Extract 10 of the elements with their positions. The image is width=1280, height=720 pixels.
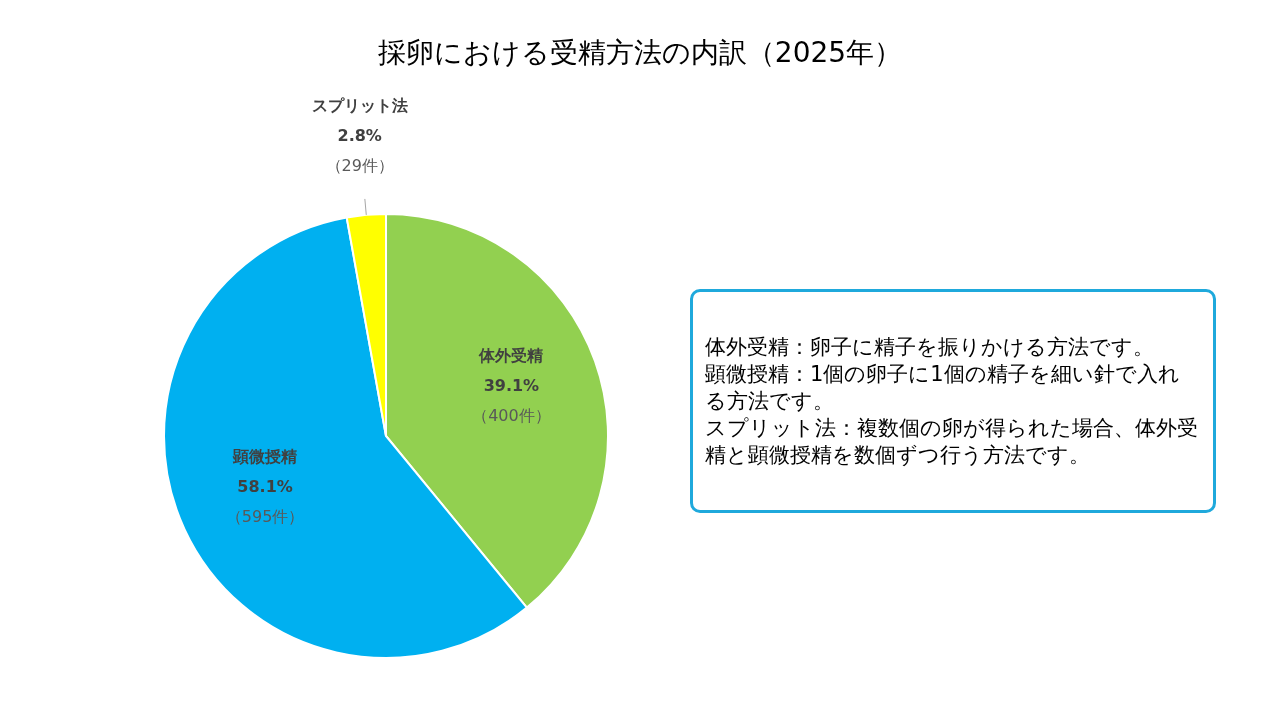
text: スプリット法：複数個の卵が得られた場合、体外受精と顕微授精を数個ずつ行う方法です。	[705, 414, 1199, 469]
slice-label: 体外受精	[478, 346, 544, 366]
text: 顕微授精：1個の卵子に1個の精子を細い針で入れる方法です。	[705, 360, 1181, 415]
chart-title: 採卵における受精方法の内訳（2025年）	[376, 35, 904, 71]
slice-label: 顕微授精	[232, 446, 298, 466]
text: 体外受精：卵子に精子を振りかける方法です。	[705, 333, 1155, 361]
data-label: 58.1% （595件）	[225, 476, 305, 526]
data-label: 2.8% （29件）	[325, 126, 394, 176]
slice-label: スプリット法	[311, 96, 408, 116]
data-label: 39.1% （400件）	[472, 376, 551, 426]
